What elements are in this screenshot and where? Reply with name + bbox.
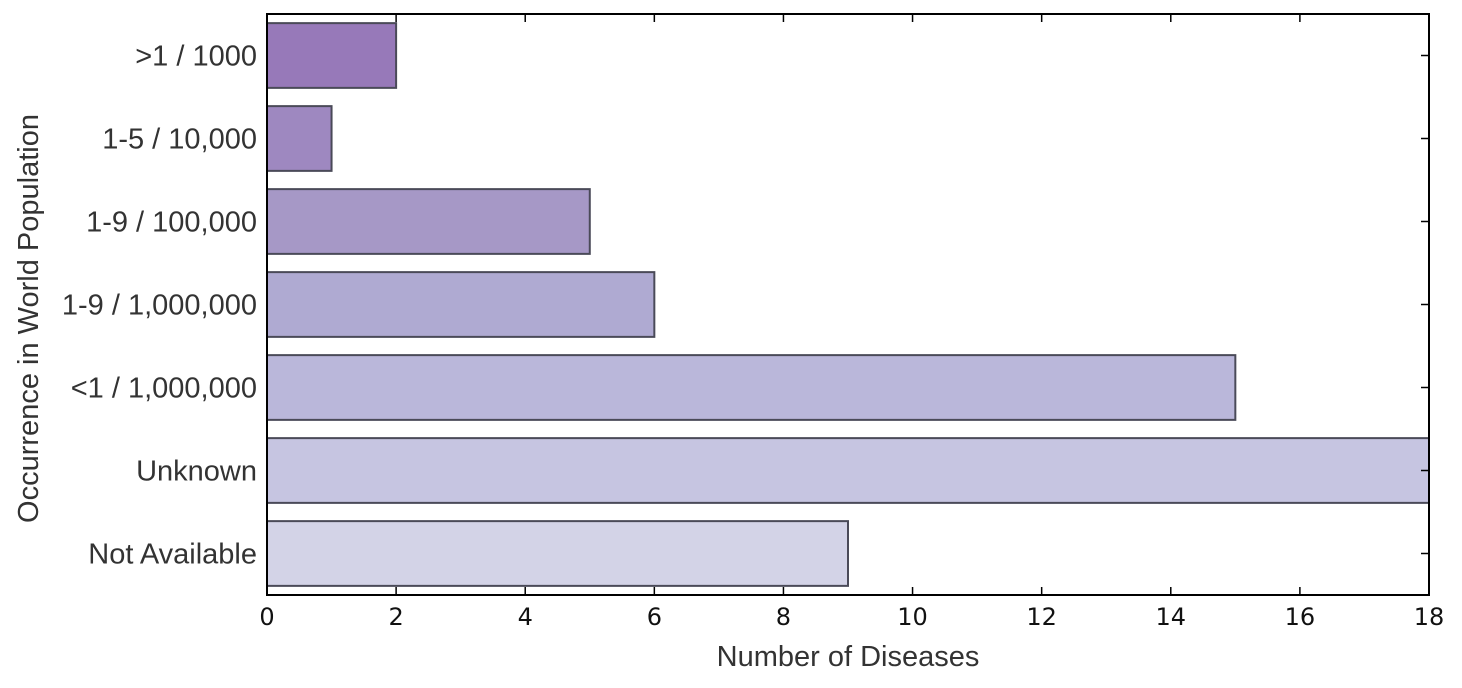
x-tick-label: 18: [1414, 603, 1445, 631]
x-tick-label: 8: [776, 603, 791, 631]
category-label: Unknown: [136, 456, 257, 488]
x-tick-label: 0: [259, 603, 274, 631]
plot-frame: [266, 13, 1430, 596]
x-tick-label: 14: [1156, 603, 1187, 631]
x-tick-label: 16: [1285, 603, 1316, 631]
bar: [266, 22, 398, 89]
bar: [266, 105, 333, 172]
bar: [266, 437, 1430, 504]
category-label: >1 / 1000: [135, 41, 257, 73]
bar: [266, 520, 849, 587]
x-tick-label: 6: [647, 603, 662, 631]
y-axis-title: Occurrence in World Population: [13, 114, 45, 523]
bar: [266, 354, 1237, 421]
axis-ticks: [266, 14, 1430, 595]
bar: [266, 271, 656, 338]
x-tick-label: 2: [388, 603, 403, 631]
x-tick-label: 12: [1026, 603, 1057, 631]
bars-group: [266, 22, 1430, 587]
category-label: <1 / 1,000,000: [71, 373, 257, 405]
category-labels: >1 / 1000 1-5 / 10,000 1-9 / 100,000 1-9 / …: [62, 41, 257, 571]
x-axis-title: Number of Diseases: [717, 641, 980, 673]
x-tick-labels: 0 2 4 6 8 10 12 14 16 18: [259, 603, 1444, 631]
category-label: 1-9 / 100,000: [86, 207, 257, 239]
bar: [266, 188, 591, 255]
x-tick-label: 10: [897, 603, 928, 631]
category-label: Not Available: [88, 539, 257, 571]
category-label: 1-9 / 1,000,000: [62, 290, 257, 322]
category-label: 1-5 / 10,000: [102, 124, 257, 156]
x-tick-label: 4: [518, 603, 533, 631]
